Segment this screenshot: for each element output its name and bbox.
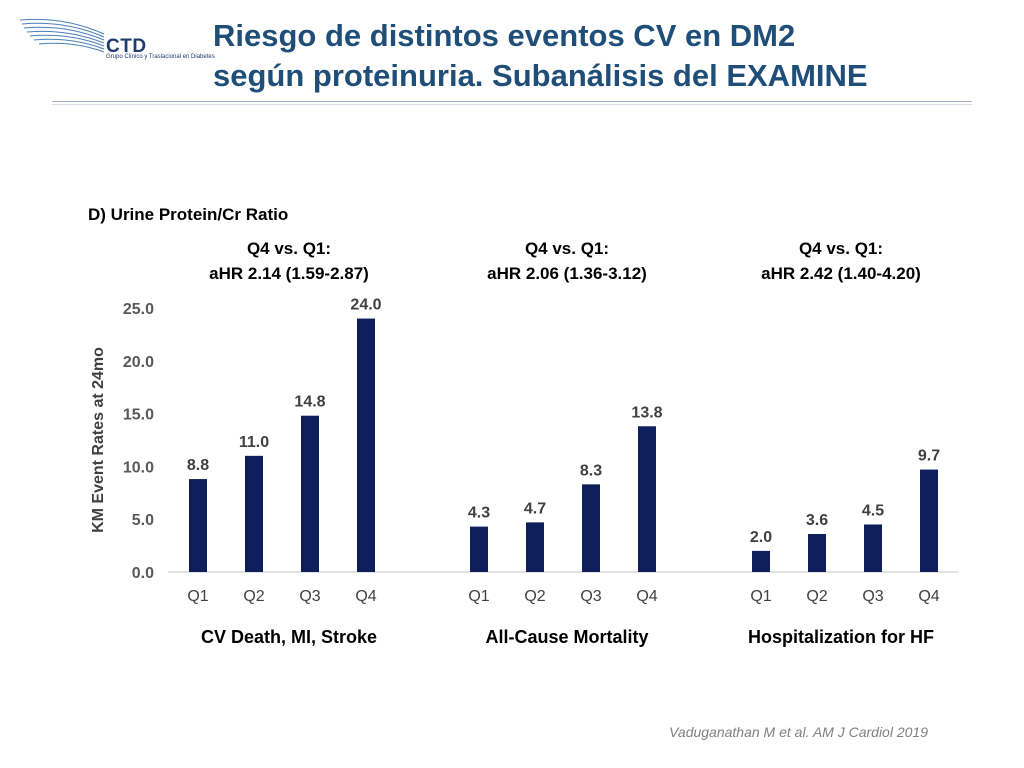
hr-annotation-line1: Q4 vs. Q1:: [525, 239, 609, 258]
bar-value-label: 11.0: [239, 434, 269, 451]
x-tick-label: Q3: [299, 588, 320, 605]
hr-annotation-line2: aHR 2.06 (1.36-3.12): [487, 264, 647, 283]
y-tick-label: 15.0: [123, 407, 154, 424]
citation: Vaduganathan M et al. AM J Cardiol 2019: [669, 724, 928, 740]
bar: [808, 533, 826, 572]
logo-swoosh-icon: [19, 18, 105, 53]
bar-value-label: 2.0: [750, 529, 772, 546]
bar: [245, 455, 263, 572]
bar-value-label: 8.8: [187, 457, 209, 474]
bar-value-label: 4.7: [524, 500, 546, 517]
hr-annotation-line1: Q4 vs. Q1:: [247, 239, 331, 258]
ctd-logo: CTD Grupo Clínico y Traslacional en Diab…: [18, 14, 215, 60]
hr-annotation-line1: Q4 vs. Q1:: [799, 239, 883, 258]
logo-subtitle: Grupo Clínico y Traslacional en Diabetes: [106, 54, 215, 60]
bar-value-label: 14.8: [294, 394, 325, 411]
x-tick-label: Q4: [636, 588, 657, 605]
bar: [920, 469, 938, 572]
y-tick-label: 20.0: [123, 354, 154, 371]
x-tick-label: Q1: [187, 588, 208, 605]
logo-brand: CTD: [106, 36, 147, 57]
bar: [189, 479, 207, 572]
x-tick-label: Q1: [750, 588, 771, 605]
x-tick-label: Q3: [580, 588, 601, 605]
x-tick-label: Q1: [468, 588, 489, 605]
x-tick-label: Q3: [862, 588, 883, 605]
x-tick-label: Q2: [806, 588, 827, 605]
bar-value-label: 8.3: [580, 462, 602, 479]
bar-value-label: 13.8: [631, 404, 662, 421]
y-tick-label: 25.0: [123, 301, 154, 318]
chart-title: D) Urine Protein/Cr Ratio: [88, 205, 288, 224]
y-tick-label: 0.0: [132, 565, 154, 582]
hr-annotation-line2: aHR 2.42 (1.40-4.20): [761, 264, 921, 283]
y-axis-label: KM Event Rates at 24mo: [90, 347, 107, 533]
slide-title-line2: según proteinuria. Subanálisis del EXAMI…: [213, 58, 868, 93]
bar: [752, 550, 770, 572]
slide-title: Riesgo de distintos eventos CV en DM2 se…: [213, 16, 993, 96]
x-tick-label: Q4: [355, 588, 376, 605]
bar: [301, 415, 319, 572]
title-divider: [52, 101, 972, 102]
bar: [864, 524, 882, 572]
slide-title-line1: Riesgo de distintos eventos CV en DM2: [213, 18, 796, 53]
bar-value-label: 4.5: [862, 502, 884, 519]
y-tick-label: 10.0: [123, 459, 154, 476]
bar: [526, 522, 544, 572]
bar-value-label: 24.0: [350, 297, 381, 314]
y-tick-label: 5.0: [132, 512, 154, 529]
bar: [357, 318, 375, 572]
group-label: Hospitalization for HF: [748, 627, 934, 647]
x-tick-label: Q2: [524, 588, 545, 605]
bar: [582, 484, 600, 572]
x-tick-label: Q4: [918, 588, 939, 605]
group-label: CV Death, MI, Stroke: [201, 627, 377, 647]
x-tick-label: Q2: [243, 588, 264, 605]
group-label: All-Cause Mortality: [485, 627, 648, 647]
bar-value-label: 3.6: [806, 512, 828, 529]
bar: [638, 426, 656, 572]
bar: [470, 526, 488, 572]
hr-annotation-line2: aHR 2.14 (1.59-2.87): [209, 264, 369, 283]
bar-value-label: 4.3: [468, 505, 490, 522]
bar-value-label: 9.7: [918, 448, 940, 465]
title-divider-secondary: [52, 104, 972, 105]
